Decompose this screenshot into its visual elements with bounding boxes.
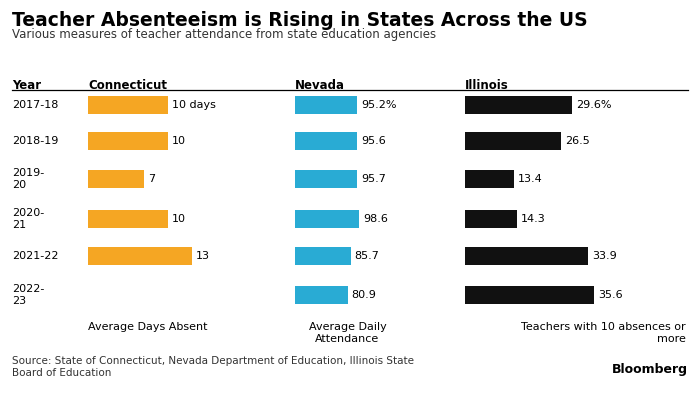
Text: 2020-
21: 2020- 21 <box>12 208 44 230</box>
Text: 2019-
20: 2019- 20 <box>12 168 44 190</box>
Bar <box>465 247 588 265</box>
Text: 10 days: 10 days <box>172 100 216 110</box>
Text: Teacher Absenteeism is Rising in States Across the US: Teacher Absenteeism is Rising in States … <box>12 11 587 30</box>
Text: 80.9: 80.9 <box>351 290 377 300</box>
Text: 95.6: 95.6 <box>361 136 386 146</box>
Text: Connecticut: Connecticut <box>88 79 167 92</box>
Text: Nevada: Nevada <box>295 79 345 92</box>
Text: Teachers with 10 absences or
more: Teachers with 10 absences or more <box>522 322 686 344</box>
Text: Average Daily
Attendance: Average Daily Attendance <box>309 322 386 344</box>
Text: Various measures of teacher attendance from state education agencies: Various measures of teacher attendance f… <box>12 28 436 41</box>
Text: 26.5: 26.5 <box>565 136 590 146</box>
Text: 13.4: 13.4 <box>517 174 542 184</box>
Bar <box>465 210 517 228</box>
Bar <box>88 210 168 228</box>
Text: Source: State of Connecticut, Nevada Department of Education, Illinois State
Boa: Source: State of Connecticut, Nevada Dep… <box>12 356 414 377</box>
Bar <box>88 170 144 188</box>
Text: 95.7: 95.7 <box>361 174 386 184</box>
Text: 13: 13 <box>196 251 210 261</box>
Text: 33.9: 33.9 <box>592 251 617 261</box>
Bar <box>295 96 357 114</box>
Text: 2021-22: 2021-22 <box>12 251 59 261</box>
Bar <box>295 132 357 150</box>
Text: Average Days Absent: Average Days Absent <box>88 322 208 332</box>
Bar <box>295 247 351 265</box>
Text: Year: Year <box>12 79 41 92</box>
Text: Bloomberg: Bloomberg <box>612 363 688 376</box>
Text: 10: 10 <box>172 136 186 146</box>
Bar <box>465 286 594 304</box>
Bar <box>295 170 357 188</box>
Text: Illinois: Illinois <box>465 79 509 92</box>
Text: 2017-18: 2017-18 <box>12 100 58 110</box>
Text: 98.6: 98.6 <box>363 214 388 224</box>
Bar <box>295 210 359 228</box>
Bar <box>88 96 168 114</box>
Text: 29.6%: 29.6% <box>576 100 612 110</box>
Bar <box>295 286 348 304</box>
Text: 85.7: 85.7 <box>355 251 379 261</box>
Bar <box>465 132 561 150</box>
Text: 35.6: 35.6 <box>598 290 623 300</box>
Bar <box>88 247 192 265</box>
Text: 7: 7 <box>148 174 155 184</box>
Text: 2018-19: 2018-19 <box>12 136 58 146</box>
Text: 2022-
23: 2022- 23 <box>12 284 44 306</box>
Bar <box>88 132 168 150</box>
Bar <box>465 96 573 114</box>
Text: 95.2%: 95.2% <box>361 100 396 110</box>
Text: 14.3: 14.3 <box>521 214 545 224</box>
Text: 10: 10 <box>172 214 186 224</box>
Bar <box>465 170 514 188</box>
